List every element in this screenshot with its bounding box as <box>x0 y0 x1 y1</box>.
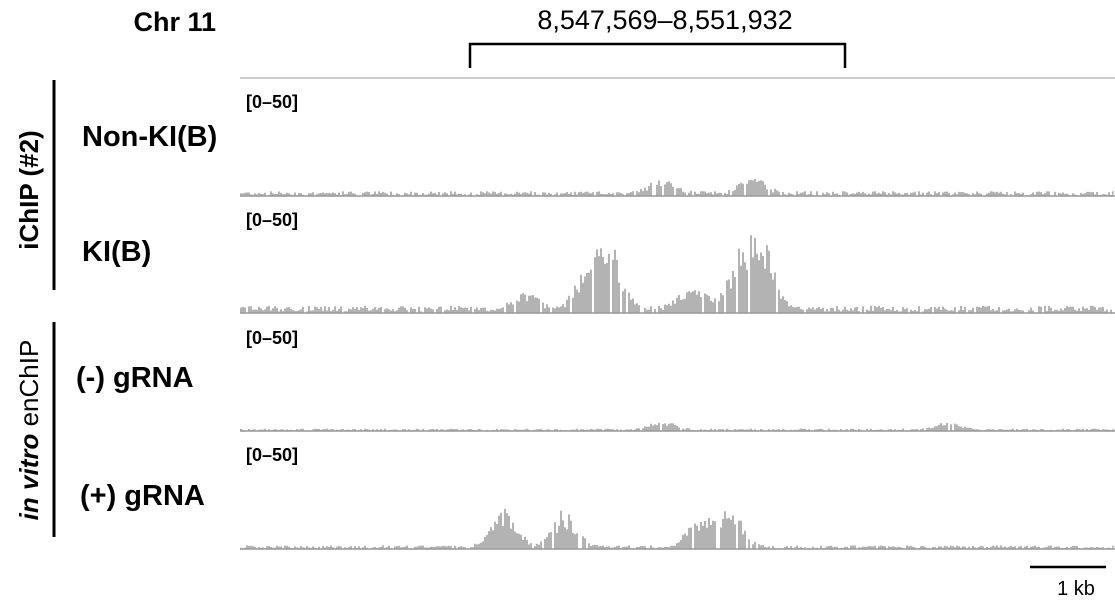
track-name: Non-KI(B) <box>82 121 217 153</box>
track-signal <box>240 508 1114 549</box>
region-label: 8,547,569–8,551,932 <box>537 5 792 35</box>
track-non-ki: Non-KI(B) [0–50] <box>82 92 1115 197</box>
region-bracket <box>468 42 847 68</box>
track-name: (+) gRNA <box>80 480 205 512</box>
track-plus-grna: (+) gRNA [0–50] <box>80 445 1115 550</box>
group-label-enchip-italic: in vitro <box>14 434 44 521</box>
track-range-label: [0–50] <box>246 445 298 465</box>
track-range-label: [0–50] <box>246 210 298 230</box>
coverage-area <box>240 508 1114 549</box>
group-label-enchip: in vitro enChIP <box>14 340 44 521</box>
group-label-ichip: iChIP (#2) <box>14 130 44 249</box>
track-name: KI(B) <box>82 236 151 268</box>
track-name: (-) gRNA <box>76 362 194 394</box>
track-signal <box>240 235 1114 313</box>
track-range-label: [0–50] <box>246 92 298 112</box>
track-ki: KI(B) [0–50] <box>82 210 1115 314</box>
track-signal <box>240 179 1114 196</box>
chromosome-label: Chr 11 <box>133 7 216 37</box>
tracks: Non-KI(B) [0–50] KI(B) [0–50] (-) gRNA [… <box>76 92 1115 550</box>
group-label-enchip-rest: enChIP <box>14 340 44 434</box>
coverage-area <box>240 179 1114 196</box>
track-signal <box>240 422 1114 431</box>
scale-bar-label: 1 kb <box>1057 578 1095 600</box>
track-minus-grna: (-) gRNA [0–50] <box>76 328 1115 432</box>
track-range-label: [0–50] <box>246 328 298 348</box>
coverage-area <box>240 235 1114 313</box>
coverage-area <box>240 422 1114 431</box>
